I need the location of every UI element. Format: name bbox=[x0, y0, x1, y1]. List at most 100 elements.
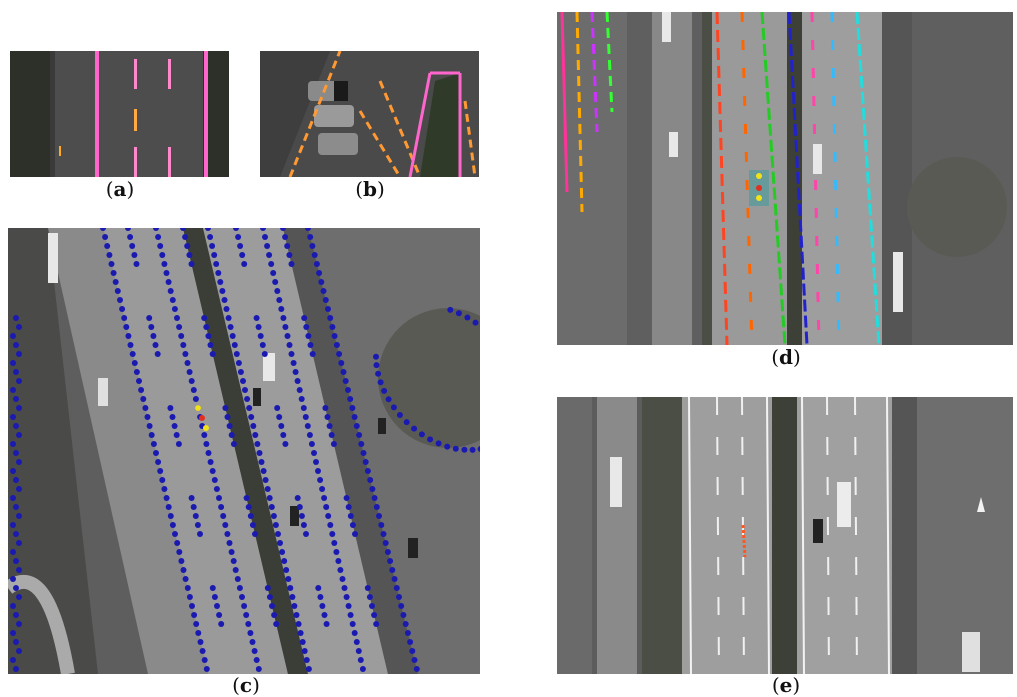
keypoint-dot bbox=[302, 414, 309, 420]
keypoint-dot bbox=[161, 261, 168, 267]
keypoint-dot bbox=[197, 531, 203, 537]
keypoint-dot bbox=[328, 432, 335, 438]
keypoint-dot bbox=[180, 228, 186, 231]
keypoint-dot bbox=[398, 603, 405, 609]
keypoint-dot bbox=[199, 415, 205, 421]
keypoint-dot bbox=[217, 279, 224, 285]
keypoint-dot bbox=[237, 243, 244, 249]
keypoint-dot bbox=[305, 228, 311, 231]
keypoint-dot bbox=[254, 441, 261, 447]
keypoint-dot bbox=[452, 445, 459, 452]
keypoint-dot bbox=[351, 414, 358, 420]
keypoint-dot bbox=[304, 423, 311, 429]
keypoint-dot bbox=[278, 306, 285, 312]
keypoint-dot bbox=[390, 404, 397, 411]
keypoint-dot bbox=[13, 612, 19, 618]
keypoint-dot bbox=[278, 423, 285, 429]
keypoint-dot bbox=[326, 423, 333, 429]
keypoint-dot bbox=[256, 450, 263, 456]
keypoint-dot bbox=[264, 585, 271, 591]
keypoint-dot bbox=[169, 522, 176, 528]
keypoint-dot bbox=[378, 522, 385, 528]
panel-d-image bbox=[557, 12, 1013, 345]
keypoint-dot bbox=[260, 468, 267, 474]
keypoint-dot bbox=[205, 228, 211, 231]
keypoint-dot bbox=[282, 324, 289, 330]
keypoint-dot bbox=[340, 369, 347, 375]
keypoint-dot bbox=[188, 378, 195, 384]
keypoint-dot bbox=[400, 612, 407, 618]
keypoint-dot bbox=[369, 603, 375, 609]
keypoint-dot bbox=[341, 585, 348, 591]
keypoint-dot bbox=[321, 495, 328, 501]
keypoint-dot bbox=[253, 315, 260, 321]
keypoint-dot bbox=[142, 405, 149, 411]
keypoint-dot bbox=[311, 252, 318, 258]
keypoint-dot bbox=[297, 630, 304, 636]
keypoint-dot bbox=[327, 522, 334, 528]
keypoint-dot bbox=[173, 432, 180, 438]
keypoint-dot bbox=[246, 405, 253, 411]
keypoint-dot bbox=[253, 657, 260, 663]
keypoint-dot bbox=[180, 342, 187, 348]
keypoint-dot bbox=[224, 414, 231, 420]
keypoint-dot bbox=[279, 549, 286, 555]
keypoint-dot bbox=[319, 486, 326, 492]
keypoint-dot bbox=[418, 431, 425, 438]
keypoint-dot bbox=[321, 612, 328, 618]
keypoint-dot bbox=[396, 412, 403, 418]
keypoint-dot bbox=[167, 513, 174, 519]
keypoint-dot bbox=[243, 495, 250, 501]
keypoint-dot bbox=[315, 585, 322, 591]
keypoint-dot bbox=[10, 333, 16, 339]
keypoint-dot bbox=[362, 459, 369, 465]
keypoint-dot bbox=[287, 585, 294, 591]
keypoint-dot bbox=[393, 585, 400, 591]
keypoint-dot bbox=[270, 513, 277, 519]
keypoint-dot bbox=[461, 446, 468, 453]
panel-c-image bbox=[8, 228, 480, 674]
keypoint-dot bbox=[266, 594, 273, 600]
keypoint-dot bbox=[232, 567, 239, 573]
keypoint-dot bbox=[228, 432, 235, 438]
keypoint-dot bbox=[129, 243, 136, 249]
keypoint-dot bbox=[222, 522, 229, 528]
keypoint-dot bbox=[234, 576, 241, 582]
keypoint-dot bbox=[252, 432, 259, 438]
keypoint-dot bbox=[10, 414, 16, 420]
keypoint-dot bbox=[327, 315, 334, 321]
keypoint-dot bbox=[269, 603, 275, 609]
keypoint-dot bbox=[288, 351, 295, 357]
keypoint-dot bbox=[13, 423, 19, 429]
keypoint-dot bbox=[16, 378, 22, 384]
keypoint-dot bbox=[214, 603, 220, 609]
keypoint-dot bbox=[174, 315, 180, 321]
keypoint-dot bbox=[236, 585, 243, 591]
keypoint-dot bbox=[377, 379, 384, 386]
keypoint-dot bbox=[203, 425, 209, 431]
keypoint-dot bbox=[16, 459, 22, 465]
keypoint-dot bbox=[146, 423, 153, 429]
keypoint-dot bbox=[10, 360, 16, 366]
keypoint-dot bbox=[329, 324, 336, 330]
keypoint-dot bbox=[237, 369, 244, 375]
keypoint-dot bbox=[10, 495, 16, 501]
keypoint-dot bbox=[207, 342, 214, 348]
keypoint-dot bbox=[16, 351, 22, 357]
keypoint-dot bbox=[245, 621, 252, 627]
keypoint-dot bbox=[309, 351, 316, 357]
keypoint-dot bbox=[413, 666, 420, 672]
keypoint-dot bbox=[296, 387, 303, 393]
keypoint-dot bbox=[176, 324, 183, 330]
keypoint-dot bbox=[303, 531, 309, 537]
keypoint-dot bbox=[13, 639, 19, 645]
keypoint-dot bbox=[108, 261, 115, 267]
keypoint-dot bbox=[298, 396, 305, 402]
keypoint-dot bbox=[235, 360, 242, 366]
keypoint-dot bbox=[369, 486, 376, 492]
keypoint-dot bbox=[215, 270, 222, 276]
keypoint-dot bbox=[261, 351, 268, 357]
keypoint-dot bbox=[136, 378, 142, 384]
keypoint-dot bbox=[366, 594, 373, 600]
keypoint-dot bbox=[319, 603, 326, 609]
